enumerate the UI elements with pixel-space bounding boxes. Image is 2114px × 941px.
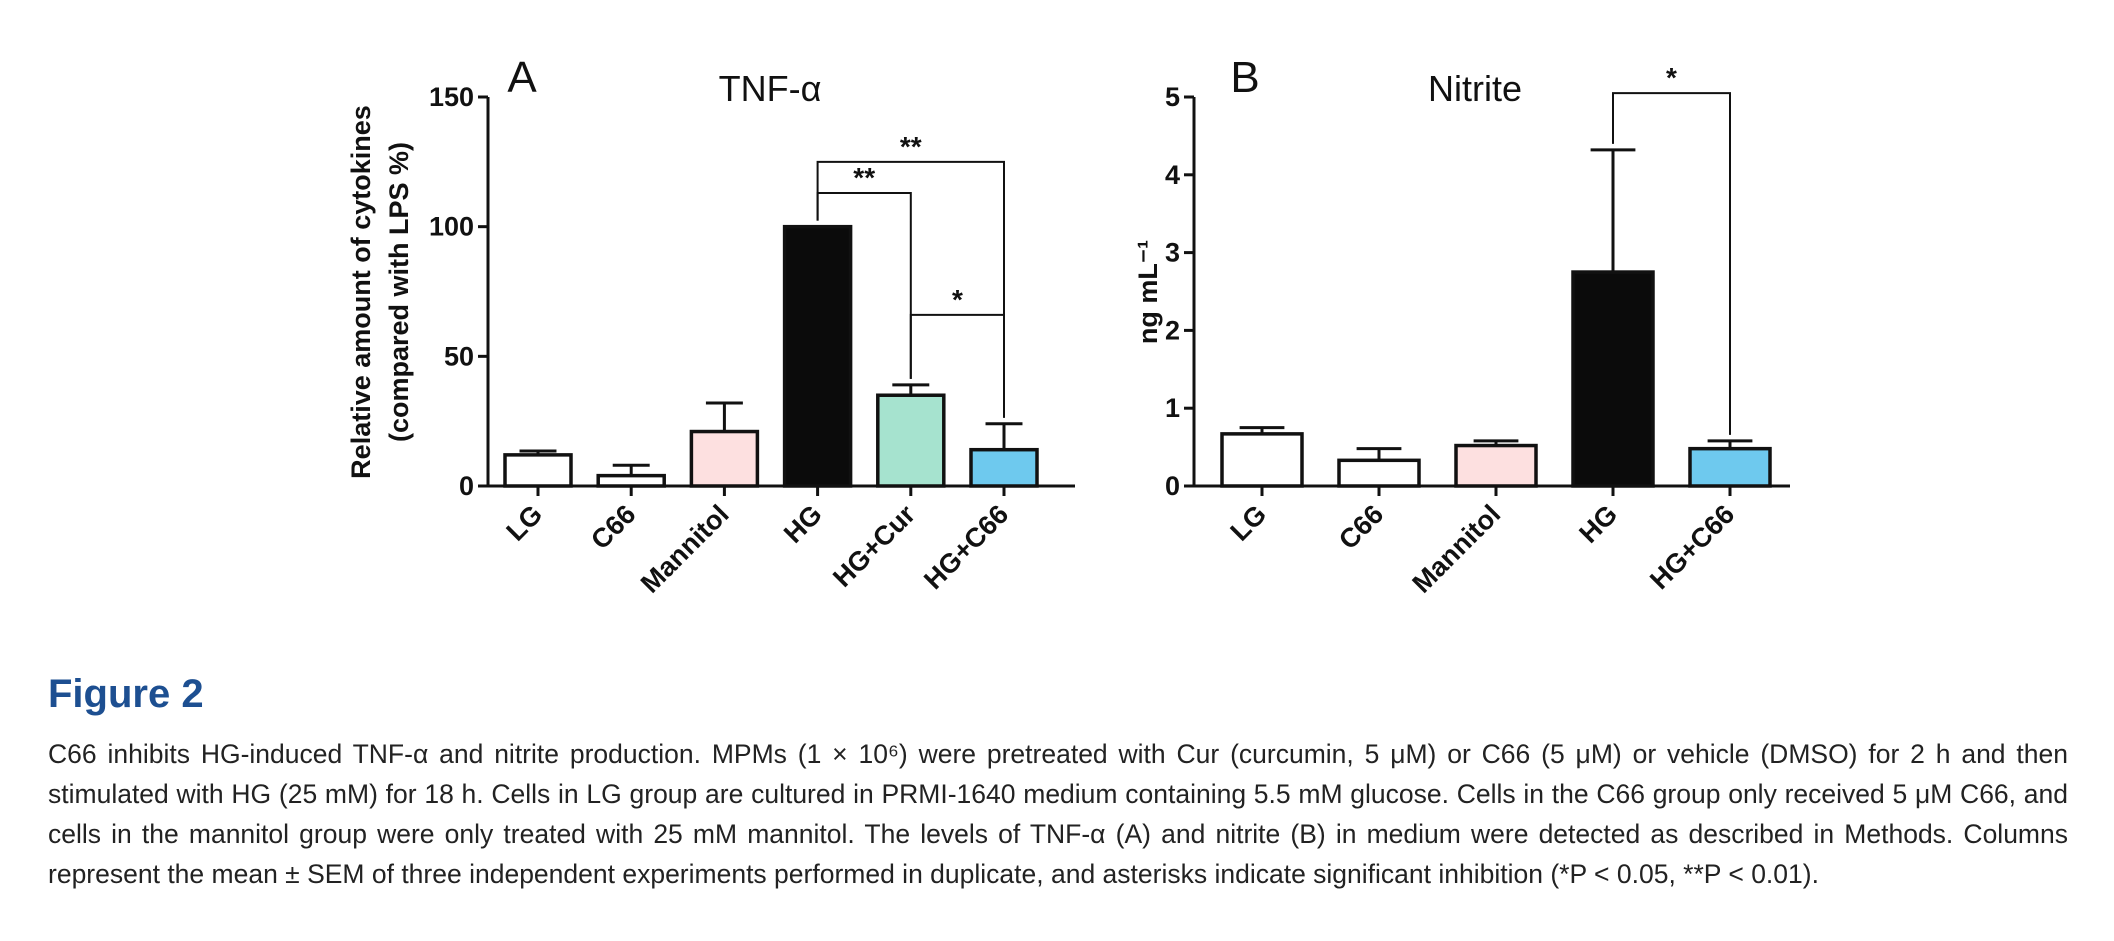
bar-hg-cur [876, 393, 946, 488]
significance-label: ** [900, 131, 922, 162]
bar-mannitol [1454, 443, 1538, 488]
bar-hg-c66 [1688, 446, 1772, 488]
bar-hg-c66 [969, 447, 1039, 488]
y-tick-label: 0 [1165, 471, 1180, 501]
bar-c66 [596, 473, 666, 488]
y-tick-label: 3 [1165, 238, 1180, 268]
x-tick-label: C66 [585, 499, 641, 555]
x-tick-label: HG+Cur [827, 499, 921, 593]
y-tick-label: 100 [429, 212, 474, 242]
x-tick-label: Mannitol [1407, 499, 1507, 599]
y-tick-label: 150 [429, 82, 474, 112]
x-tick-label: HG [1573, 499, 1623, 549]
chart-title: Nitrite [1428, 68, 1522, 109]
significance-label: * [1666, 62, 1677, 93]
y-tick-label: 0 [459, 471, 474, 501]
figure-title: Figure 2 [48, 672, 204, 716]
x-tick-label: LG [1225, 499, 1273, 547]
x-tick-label: Mannitol [635, 499, 735, 599]
chart-panel-a: A TNF-α Relative amount of cytokines (compa… [346, 53, 1075, 599]
y-tick-label: 50 [444, 341, 474, 371]
x-tick-label: HG+C66 [1644, 499, 1740, 595]
y-tick-label: 1 [1165, 393, 1180, 423]
x-tick-label: HG+C66 [918, 499, 1014, 595]
x-tick-label: LG [501, 499, 549, 547]
bar-hg [1571, 270, 1655, 488]
panel-letter: B [1230, 53, 1259, 102]
x-tick-label: HG [778, 499, 828, 549]
bar-lg [1220, 432, 1304, 488]
significance-bracket [816, 160, 1005, 418]
bar-c66 [1337, 458, 1421, 488]
x-tick-label: C66 [1333, 499, 1389, 555]
significance-label: * [952, 284, 963, 315]
bar-mannitol [689, 429, 760, 488]
y-tick-label: 5 [1165, 82, 1180, 112]
significance-label: ** [853, 162, 875, 193]
y-axis-label: (compared with LPS %) [384, 142, 414, 442]
bar-lg [503, 453, 573, 488]
y-tick-label: 4 [1165, 160, 1180, 190]
chart-title: TNF-α [719, 68, 822, 109]
bar-hg [782, 224, 853, 488]
significance-bracket [909, 313, 1005, 418]
significance-bracket [1612, 92, 1731, 435]
chart-panel-b: B Nitrite ng mL⁻¹ 0 1 2 3 4 5 LG C66 Mannitol HG HG+C… [1133, 53, 1790, 599]
figure-caption: C66 inhibits HG-induced TNF-α and nitrit… [48, 739, 2068, 889]
y-axis-label: Relative amount of cytokines [346, 105, 376, 479]
panel-letter: A [507, 53, 537, 102]
y-axis-label: ng mL⁻¹ [1133, 240, 1163, 344]
y-tick-label: 2 [1165, 315, 1180, 345]
